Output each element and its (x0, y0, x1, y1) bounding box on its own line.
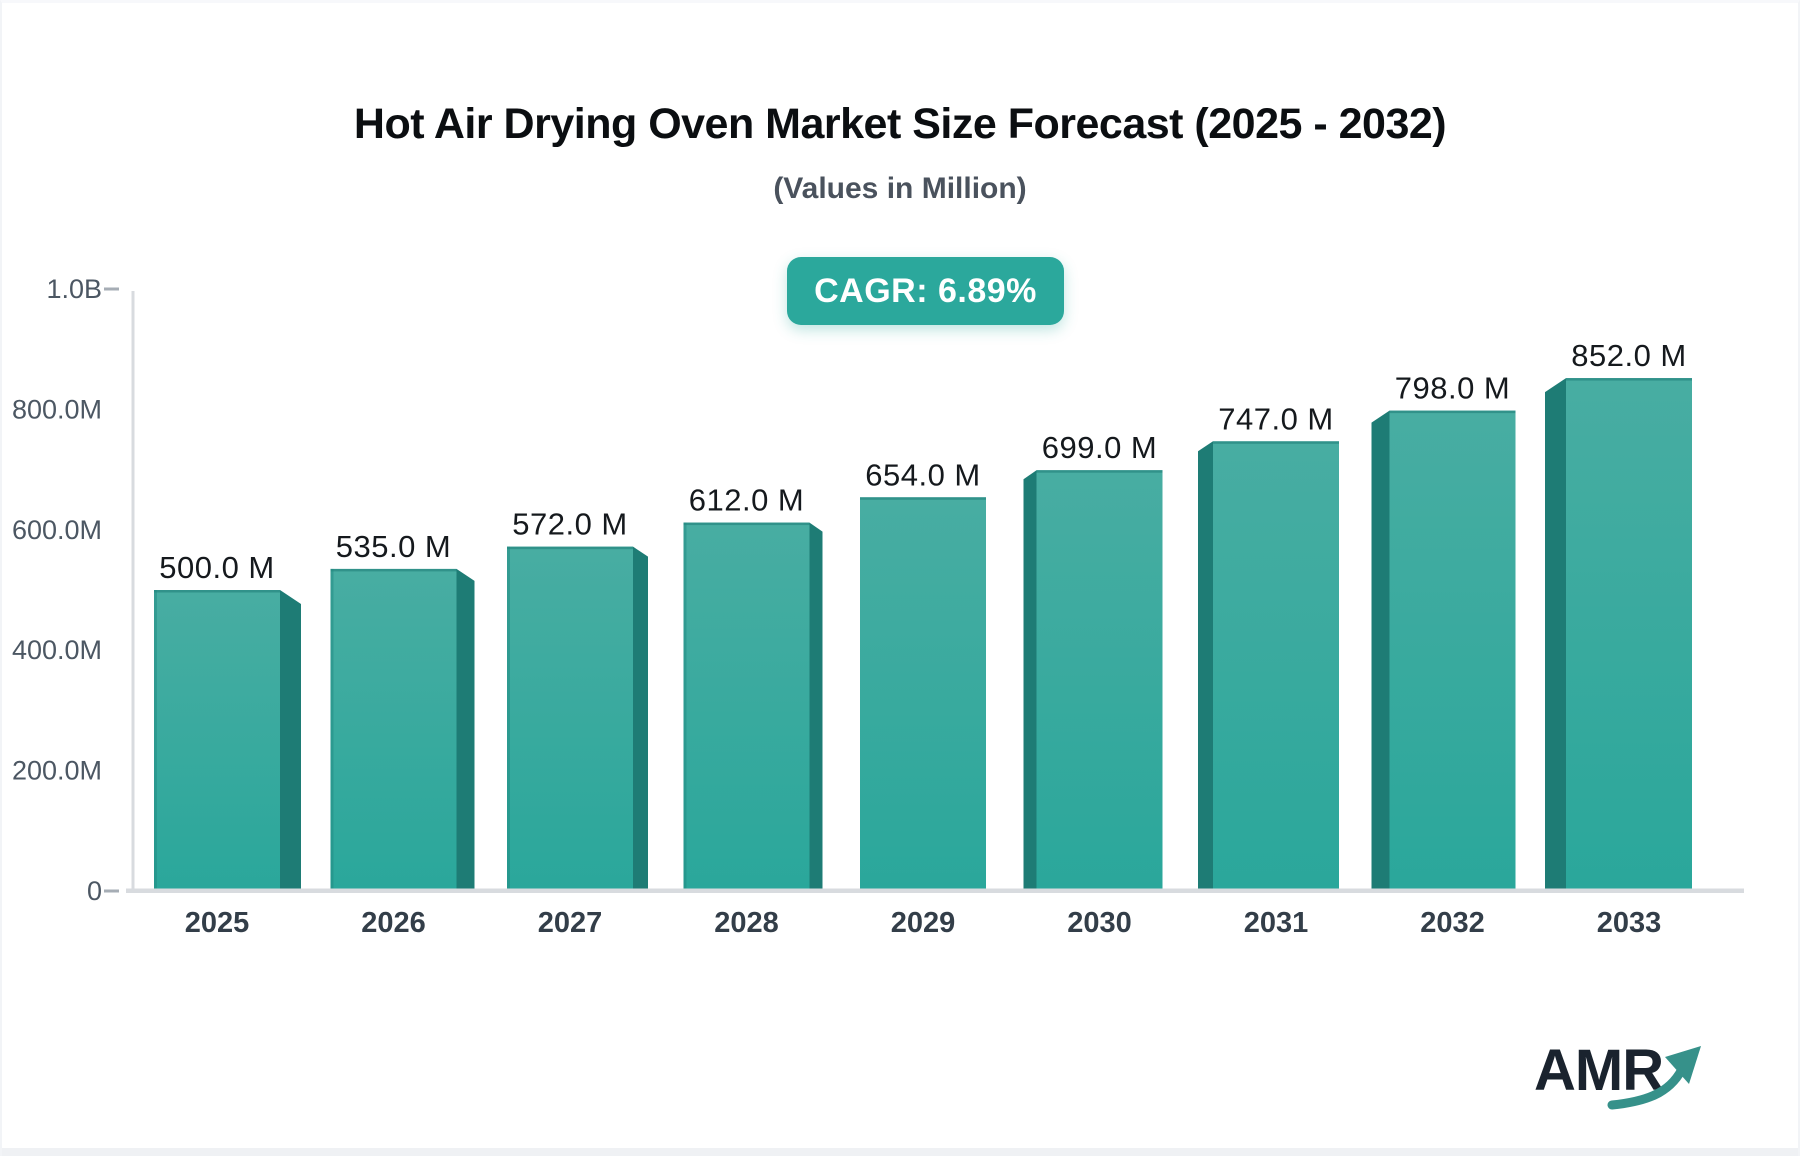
x-axis-label: 2028 (714, 907, 779, 939)
bar-front-face (1566, 378, 1692, 891)
bar-front-face (1389, 410, 1516, 891)
bar-2027 (507, 546, 648, 891)
amr-logo-text: AMR (1534, 1038, 1663, 1103)
x-axis-label: 2031 (1244, 907, 1309, 939)
bar-side-face (633, 546, 648, 891)
bar-front-face (1213, 441, 1339, 891)
bar-value-label: 699.0 M (1042, 430, 1158, 465)
bar-side-face (1198, 441, 1213, 891)
bar-2030 (1023, 470, 1163, 891)
y-axis-tick (104, 889, 119, 893)
bar-front-face (154, 590, 280, 891)
y-axis-label: 1.0B (46, 274, 102, 304)
bar-2026 (330, 568, 475, 891)
x-axis-label: 2029 (891, 907, 956, 939)
bar-side-face (280, 590, 301, 891)
chart-subtitle: (Values in Million) (773, 172, 1027, 205)
cagr-badge: CAGR: 6.89% (787, 257, 1064, 325)
bar-value-label: 654.0 M (865, 457, 981, 492)
y-axis-label: 800.0M (12, 394, 102, 424)
bar-value-label: 798.0 M (1395, 371, 1511, 406)
chart-header: Hot Air Drying Oven Market Size Forecast… (2, 101, 1798, 205)
bar-value-label: 747.0 M (1218, 401, 1334, 436)
bar-side-face (1023, 470, 1037, 891)
x-axis-label: 2033 (1597, 907, 1662, 939)
bar-2031 (1198, 441, 1339, 891)
bar-top-edge (507, 546, 633, 550)
bar-2033 (1545, 378, 1692, 891)
bar-value-label: 500.0 M (159, 550, 275, 585)
bar-top-edge (1213, 441, 1339, 444)
x-axis-label: 2027 (538, 907, 603, 939)
bar-top-edge (1389, 410, 1516, 414)
bar-2028 (683, 522, 823, 891)
bar-side-face (809, 522, 823, 891)
bar-left-edge (330, 568, 334, 891)
bar-left-edge (154, 590, 157, 891)
bar-value-label: 612.0 M (689, 483, 805, 518)
y-axis-line (131, 291, 135, 891)
bar-2025 (154, 590, 301, 891)
bar-value-label: 852.0 M (1571, 338, 1687, 373)
y-axis-label: 0 (87, 876, 102, 906)
amr-logo-arrowhead-icon (1665, 1046, 1701, 1084)
bar-side-face (1545, 378, 1566, 891)
bar-chart-canvas: 0 200.0M 400.0M 600.0M 800.0M 1.0B 500.0 M 2025… (12, 274, 1744, 1110)
bar-front-face (683, 522, 810, 891)
x-axis-label: 2026 (361, 907, 426, 939)
bar-2029 (860, 497, 986, 891)
bar-side-face (1371, 410, 1390, 891)
x-axis-label: 2032 (1420, 907, 1485, 939)
bar-top-edge (330, 568, 457, 572)
bar-value-label: 572.0 M (512, 507, 628, 542)
x-axis-label: 2030 (1067, 907, 1132, 939)
x-axis-label: 2025 (185, 907, 250, 939)
x-axis-baseline (126, 888, 1744, 893)
bar-front-face (860, 497, 986, 891)
bar-left-edge (683, 522, 687, 891)
bar-front-face (330, 568, 457, 891)
bar-top-edge (1566, 378, 1692, 381)
bar-top-edge (683, 522, 810, 526)
bar-top-edge (154, 590, 280, 593)
bar-front-face (1036, 470, 1163, 891)
y-axis-label: 200.0M (12, 756, 102, 786)
bar-top-edge (1036, 470, 1163, 473)
y-axis-label: 600.0M (12, 515, 102, 545)
bar-top-edge (860, 497, 986, 500)
chart-title: Hot Air Drying Oven Market Size Forecast… (353, 100, 1447, 148)
bar-left-edge (507, 546, 510, 891)
bar-value-label: 535.0 M (336, 529, 452, 564)
bar-2032 (1371, 410, 1516, 891)
y-axis-label: 400.0M (12, 635, 102, 665)
bar-front-face (507, 546, 633, 891)
bar-side-face (456, 568, 475, 891)
card-bottom-edge (2, 1148, 1798, 1156)
y-axis-tick (104, 287, 119, 291)
